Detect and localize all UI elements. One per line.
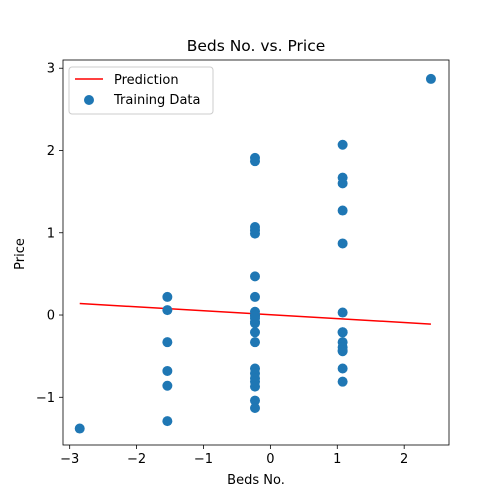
data-point xyxy=(337,376,348,387)
data-point xyxy=(337,139,348,150)
data-point xyxy=(249,381,260,392)
legend-training-swatch xyxy=(84,95,94,105)
data-point xyxy=(74,423,85,434)
y-axis-label: Price xyxy=(13,238,28,270)
data-point xyxy=(337,345,348,356)
data-point xyxy=(249,291,260,302)
legend-box xyxy=(68,66,214,115)
y-tick-label: 1 xyxy=(47,226,55,241)
x-tick-label: 1 xyxy=(333,452,341,467)
data-point xyxy=(337,327,348,338)
data-point xyxy=(162,365,173,376)
x-tick-label: 0 xyxy=(266,452,274,467)
data-point xyxy=(249,395,260,406)
data-point xyxy=(249,327,260,338)
x-axis-label: Beds No. xyxy=(227,473,285,488)
data-point xyxy=(337,178,348,189)
y-tick-label: −1 xyxy=(36,391,55,406)
legend-training-label: Training Data xyxy=(113,93,200,108)
data-point xyxy=(162,380,173,391)
data-point xyxy=(249,310,260,321)
data-point xyxy=(249,337,260,348)
x-axis: −3 −2 −1 0 1 2 xyxy=(60,445,408,467)
data-point xyxy=(162,416,173,427)
data-point xyxy=(249,271,260,282)
plot-area xyxy=(74,73,436,434)
y-tick-label: 3 xyxy=(47,62,55,77)
data-point xyxy=(249,402,260,413)
x-tick-label: −1 xyxy=(194,452,213,467)
data-point xyxy=(425,73,436,84)
y-tick-label: 2 xyxy=(47,144,55,159)
data-point xyxy=(337,307,348,318)
data-point xyxy=(249,228,260,239)
legend: Prediction Training Data xyxy=(68,66,214,115)
y-tick-label: 0 xyxy=(47,309,55,324)
data-point xyxy=(337,363,348,374)
legend-prediction-label: Prediction xyxy=(114,73,179,88)
chart-title: Beds No. vs. Price xyxy=(187,37,326,55)
y-axis: −1 0 1 2 3 xyxy=(36,62,63,406)
data-point xyxy=(337,205,348,216)
data-point xyxy=(249,156,260,167)
data-point xyxy=(162,337,173,348)
axes-frame xyxy=(62,59,450,446)
x-tick-label: −2 xyxy=(127,452,146,467)
data-point xyxy=(162,291,173,302)
data-point xyxy=(162,305,173,316)
x-tick-label: −3 xyxy=(60,452,79,467)
x-tick-label: 2 xyxy=(400,452,408,467)
data-point xyxy=(337,238,348,249)
